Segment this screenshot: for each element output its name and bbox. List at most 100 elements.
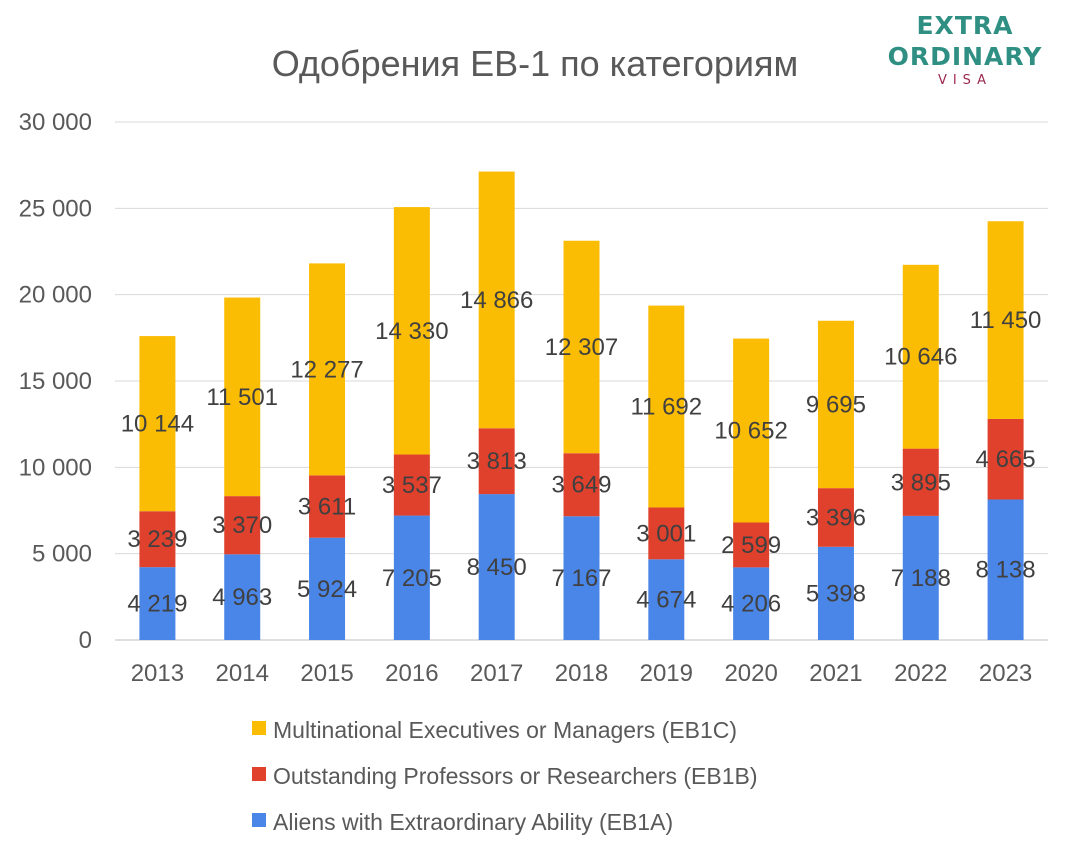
data-label: 11 450 (970, 307, 1042, 334)
data-label: 3 239 (127, 526, 187, 553)
data-label: 2 599 (721, 532, 781, 559)
y-axis-ticks: 0 5 000 10 000 15 000 20 000 25 000 30 000 (19, 109, 92, 654)
bar-segment-2020-s0 (733, 567, 770, 640)
y-tick-label: 25 000 (19, 195, 92, 222)
legend-swatch (252, 767, 266, 781)
x-tick-label: 2014 (216, 660, 269, 687)
brand-line-3: VISA (937, 73, 993, 88)
legend-swatch (252, 721, 266, 735)
bar-segment-2015-s1 (309, 475, 346, 538)
data-label: 14 866 (460, 287, 533, 314)
x-tick-label: 2019 (640, 660, 693, 687)
legend-label: Outstanding Professors or Researchers (E… (273, 763, 757, 789)
bar-segment-2013-s1 (139, 511, 176, 568)
data-label: 7 205 (382, 565, 442, 592)
data-label: 10 646 (884, 344, 957, 371)
bar-segment-2021-s2 (817, 320, 854, 489)
bar-segment-2016-s1 (393, 454, 430, 516)
legend-swatch (252, 813, 266, 827)
x-tick-label: 2016 (385, 660, 438, 687)
bar-segment-2018-s0 (563, 516, 600, 640)
x-axis-ticks: 2013 2014 2015 2016 2017 2018 2019 2020 2021 2022… (131, 660, 1033, 687)
bar-segment-2017-s0 (478, 494, 515, 640)
data-label: 3 649 (551, 472, 611, 499)
x-tick-label: 2023 (979, 660, 1032, 687)
bar-segment-2019-s2 (648, 305, 685, 508)
bar-segment-2022-s1 (902, 448, 939, 516)
x-tick-label: 2013 (131, 660, 184, 687)
x-tick-label: 2021 (809, 660, 862, 687)
bar-segment-2022-s0 (902, 515, 939, 640)
brand-line-1: EXTRA (916, 11, 1014, 40)
data-label: 3 001 (636, 520, 696, 547)
data-label: 11 501 (206, 384, 278, 411)
y-tick-label: 30 000 (19, 109, 92, 136)
bar-segment-2015-s0 (309, 537, 346, 640)
chart-title: Одобрения EB-1 по категориям (272, 43, 799, 84)
data-label: 5 924 (297, 576, 357, 603)
bar-segment-2019-s0 (648, 559, 685, 640)
y-tick-label: 15 000 (19, 368, 92, 395)
data-label: 10 144 (121, 411, 194, 438)
bar-segment-2016-s2 (393, 207, 430, 455)
data-label: 4 665 (976, 446, 1036, 473)
data-label: 11 692 (631, 394, 703, 421)
data-label: 3 813 (467, 448, 527, 475)
bar-segment-2021-s1 (817, 488, 854, 547)
y-tick-label: 20 000 (19, 282, 92, 309)
data-label: 7 188 (891, 565, 951, 592)
bar-segment-2020-s2 (733, 338, 770, 523)
y-tick-label: 10 000 (19, 454, 92, 481)
data-label: 4 219 (127, 591, 187, 618)
bar-segment-2013-s2 (139, 336, 176, 512)
bar-segment-2023-s1 (987, 418, 1024, 500)
data-label: 4 674 (636, 587, 696, 614)
data-label: 8 138 (976, 557, 1036, 584)
legend-label: Aliens with Extraordinary Ability (EB1A) (273, 809, 673, 835)
data-label: 3 611 (298, 494, 356, 521)
data-label: 5 398 (806, 580, 866, 607)
bar-segment-2015-s2 (309, 263, 346, 476)
bar-segment-2021-s0 (817, 546, 854, 640)
legend-label: Multinational Executives or Managers (EB… (273, 717, 737, 743)
bar-segment-2022-s2 (902, 264, 939, 449)
data-label: 7 167 (551, 565, 611, 592)
bar-segment-2014-s0 (224, 554, 261, 640)
bar-segment-2019-s1 (648, 507, 685, 560)
data-label: 9 695 (806, 391, 866, 418)
x-tick-label: 2015 (300, 660, 353, 687)
data-label: 4 206 (721, 591, 781, 618)
legend: Multinational Executives or Managers (EB… (252, 717, 757, 835)
x-tick-label: 2020 (724, 660, 777, 687)
bar-segment-2017-s2 (478, 171, 515, 429)
brand-line-2: ORDINARY (887, 42, 1043, 71)
bars: 4 219 3 239 10 144 4 963 3 370 11 501 5 924 3 6… (121, 171, 1042, 640)
data-label: 12 307 (545, 334, 618, 361)
bar-segment-2018-s2 (563, 240, 600, 454)
bar-segment-2013-s0 (139, 567, 176, 640)
brand-logo: EXTRA ORDINARY VISA (880, 10, 1050, 90)
bar-segment-2014-s2 (224, 297, 261, 497)
data-label: 8 450 (467, 554, 527, 581)
data-label: 12 277 (290, 356, 363, 383)
data-label: 3 370 (212, 512, 272, 539)
bar-segment-2018-s1 (563, 453, 600, 517)
data-label: 14 330 (375, 318, 448, 345)
bar-segment-2023-s2 (987, 221, 1024, 419)
data-label: 10 652 (714, 418, 787, 445)
x-tick-label: 2022 (894, 660, 947, 687)
bar-segment-2016-s0 (393, 515, 430, 640)
x-tick-label: 2018 (555, 660, 608, 687)
data-label: 4 963 (212, 584, 272, 611)
bar-segment-2020-s1 (733, 522, 770, 568)
y-tick-label: 5 000 (32, 541, 92, 568)
bar-segment-2023-s0 (987, 499, 1024, 640)
bar-segment-2014-s1 (224, 496, 261, 555)
x-tick-label: 2017 (470, 660, 523, 687)
data-label: 3 396 (806, 504, 866, 531)
bar-segment-2017-s1 (478, 428, 515, 495)
y-tick-label: 0 (79, 627, 92, 654)
data-label: 3 537 (382, 472, 442, 499)
data-label: 3 895 (891, 469, 951, 496)
